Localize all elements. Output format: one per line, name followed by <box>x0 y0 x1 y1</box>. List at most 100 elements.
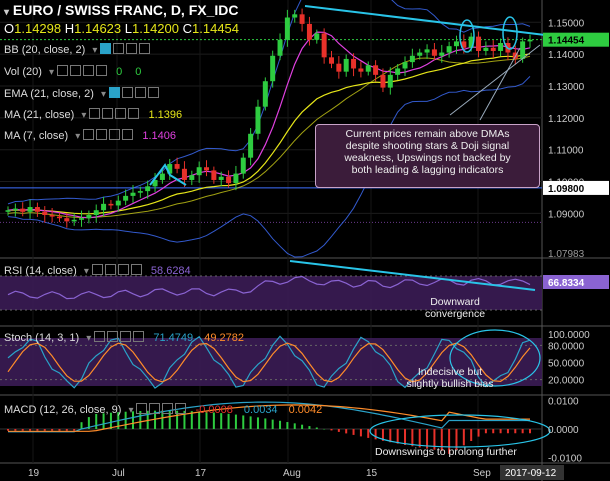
stoch-annotation: Indecisive but slightly bullish bias <box>385 366 515 390</box>
candle-body <box>196 167 202 176</box>
indicator-ma7[interactable]: MA (7, close) ▾ 1.1406 <box>4 129 176 142</box>
eye-icon[interactable] <box>89 108 101 119</box>
macd-hist-bar <box>492 429 495 434</box>
macd-hist-bar <box>381 429 384 441</box>
settings-icon[interactable] <box>96 129 108 140</box>
indicator-controls[interactable]: ▾ <box>101 87 159 100</box>
indicator-label: BB (20, close, 2) <box>4 44 86 56</box>
close-icon[interactable] <box>96 65 108 76</box>
candle-body <box>306 23 312 40</box>
candle-body <box>358 68 364 72</box>
macd-hist-bar <box>499 429 502 434</box>
eye-icon[interactable] <box>136 403 148 414</box>
macd-tick-label: -0.0100 <box>548 453 582 464</box>
candle-body <box>42 211 48 215</box>
macd-hist-bar <box>404 429 407 445</box>
indicator-controls[interactable]: ▾ <box>84 264 142 277</box>
settings-icon[interactable] <box>102 108 114 119</box>
eye-icon[interactable] <box>94 331 106 342</box>
macd-hist-bar <box>426 429 429 449</box>
settings-icon[interactable] <box>113 43 125 54</box>
rsi-value: 58.6284 <box>150 265 191 277</box>
stoch-header[interactable]: Stoch (14, 3, 1) ▾ 71.4749 49.2782 <box>4 331 244 344</box>
macd-hist-bar <box>279 420 282 429</box>
settings-icon[interactable] <box>107 331 119 342</box>
eye-icon[interactable] <box>83 129 95 140</box>
macd-label: MACD (12, 26, close, 9) <box>4 404 122 416</box>
settings-icon[interactable] <box>149 403 161 414</box>
code-icon[interactable] <box>120 331 132 342</box>
annotation-line: despite shooting stars & Doji signal <box>345 140 510 152</box>
candle-body <box>314 33 320 40</box>
close-icon[interactable] <box>147 87 159 98</box>
macd-hist-bar <box>470 429 473 441</box>
eye-icon[interactable] <box>100 43 112 54</box>
candle-body <box>12 208 18 211</box>
indicator-bb[interactable]: BB (20, close, 2) ▾ <box>4 43 151 56</box>
candle-body <box>365 65 371 72</box>
indicator-controls[interactable]: ▾ <box>128 403 187 416</box>
indicator-controls[interactable]: ▾ <box>81 108 140 121</box>
code-icon[interactable] <box>109 129 121 140</box>
macd-tick-label: 0.0100 <box>548 397 579 408</box>
indicator-controls[interactable]: ▾ <box>92 43 151 56</box>
stoch-tick-label: 20.0000 <box>548 376 585 387</box>
indicator-controls[interactable]: ▾ <box>86 331 145 344</box>
close-icon[interactable] <box>133 331 145 342</box>
eye-icon[interactable] <box>91 264 103 275</box>
macd-hist-bar <box>389 429 392 443</box>
code-icon[interactable] <box>134 87 146 98</box>
settings-icon[interactable] <box>104 264 116 275</box>
rsi-trendline <box>289 260 536 291</box>
price-tick-label: 1.13000 <box>548 82 585 93</box>
candle-body <box>56 216 62 219</box>
symbol-dropdown-icon[interactable]: ▾ <box>4 7 10 18</box>
macd-header[interactable]: MACD (12, 26, close, 9) ▾ -0.0008 0.0034… <box>4 403 322 416</box>
candle-body <box>20 208 26 212</box>
macd-hist-bar <box>448 429 451 454</box>
close-icon[interactable] <box>130 264 142 275</box>
macd-hist-bar <box>212 412 215 429</box>
code-icon[interactable] <box>83 65 95 76</box>
code-icon[interactable] <box>162 403 174 414</box>
eye-icon[interactable] <box>108 87 120 98</box>
indicator-controls[interactable]: ▾ <box>49 65 108 78</box>
indicator-controls[interactable]: ▾ <box>75 129 134 142</box>
settings-icon[interactable] <box>121 87 133 98</box>
zigzag-arrow <box>149 163 187 186</box>
close-icon[interactable] <box>175 403 187 414</box>
main-annotation-box: Current prices remain above DMAs despite… <box>315 124 540 188</box>
settings-icon[interactable] <box>70 65 82 76</box>
candle-body <box>520 41 526 59</box>
code-icon[interactable] <box>117 264 129 275</box>
code-icon[interactable] <box>126 43 138 54</box>
candle-body <box>79 218 85 220</box>
macd-hist-bar <box>293 423 296 429</box>
eye-icon[interactable] <box>57 65 69 76</box>
annotation-line: convergence <box>424 308 486 320</box>
macd-line-value: 0.0034 <box>243 404 278 416</box>
candle-body <box>490 47 496 51</box>
code-icon[interactable] <box>115 108 127 119</box>
high-value: 1.14623 <box>74 21 122 36</box>
close-icon[interactable] <box>128 108 140 119</box>
macd-hist-bar <box>198 411 201 429</box>
macd-tick-label: 0.0000 <box>548 425 579 436</box>
macd-hist-bar <box>286 422 289 429</box>
macd-hist-bar <box>227 413 230 429</box>
close-icon[interactable] <box>139 43 151 54</box>
macd-annotation: Downswings to prolong further <box>375 446 545 458</box>
candle-body <box>204 167 210 171</box>
candle-body <box>446 46 452 53</box>
stoch-d-line <box>7 342 531 383</box>
candle-body <box>255 106 261 134</box>
doji-highlight-ellipse <box>459 19 475 53</box>
indicator-vol[interactable]: Vol (20) ▾ 0 0 <box>4 65 141 78</box>
macd-hist-bar <box>433 429 436 450</box>
indicator-ma21[interactable]: MA (21, close) ▾ 1.1396 <box>4 108 182 121</box>
macd-hist-bar <box>205 411 208 429</box>
close-icon[interactable] <box>122 129 134 140</box>
indicator-ema[interactable]: EMA (21, close, 2) ▾ <box>4 87 159 100</box>
rsi-header[interactable]: RSI (14, close) ▾ 58.6284 <box>4 264 191 277</box>
